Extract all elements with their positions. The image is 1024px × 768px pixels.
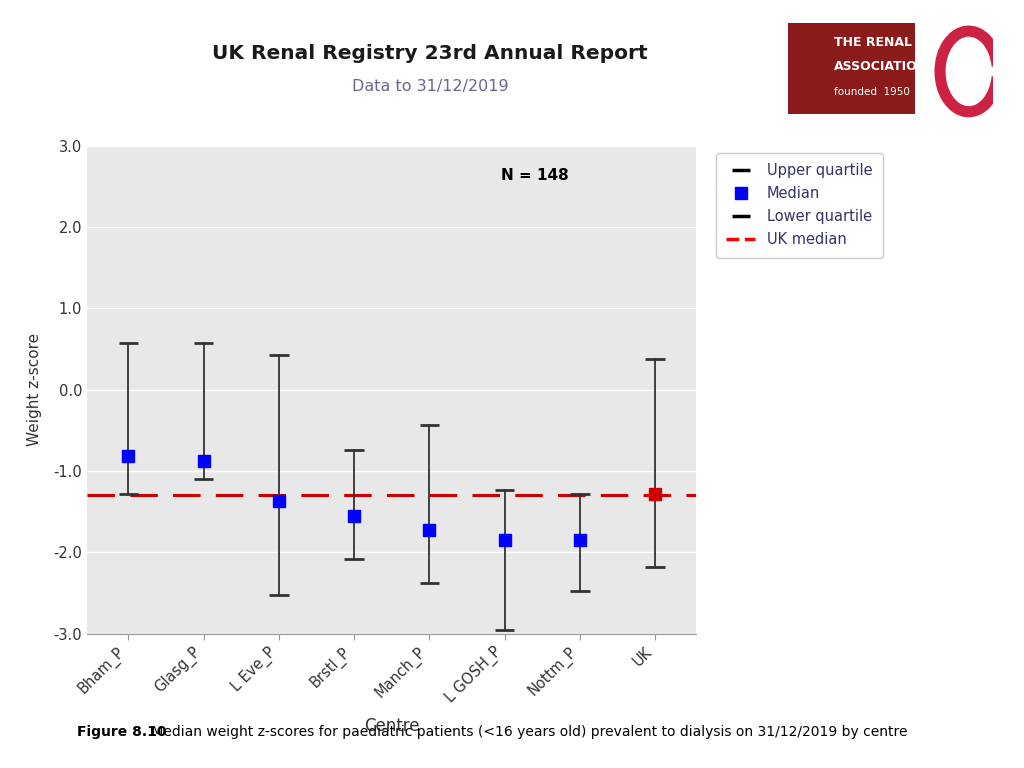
Text: THE RENAL: THE RENAL [834, 36, 911, 49]
Text: N = 148: N = 148 [502, 168, 569, 183]
Text: Figure 8.10: Figure 8.10 [77, 725, 166, 739]
Text: founded  1950: founded 1950 [834, 87, 909, 97]
Text: Median weight z-scores for paediatric patients (<16 years old) prevalent to dial: Median weight z-scores for paediatric pa… [147, 725, 908, 739]
X-axis label: Centre: Centre [364, 717, 420, 736]
Legend: Upper quartile, Median, Lower quartile, UK median: Upper quartile, Median, Lower quartile, … [716, 153, 883, 258]
Y-axis label: Weight z-score: Weight z-score [28, 333, 42, 446]
Text: UK Renal Registry 23rd Annual Report: UK Renal Registry 23rd Annual Report [212, 44, 648, 63]
Text: ASSOCIATION: ASSOCIATION [834, 60, 928, 72]
FancyBboxPatch shape [788, 23, 915, 114]
Text: Data to 31/12/2019: Data to 31/12/2019 [352, 78, 508, 94]
